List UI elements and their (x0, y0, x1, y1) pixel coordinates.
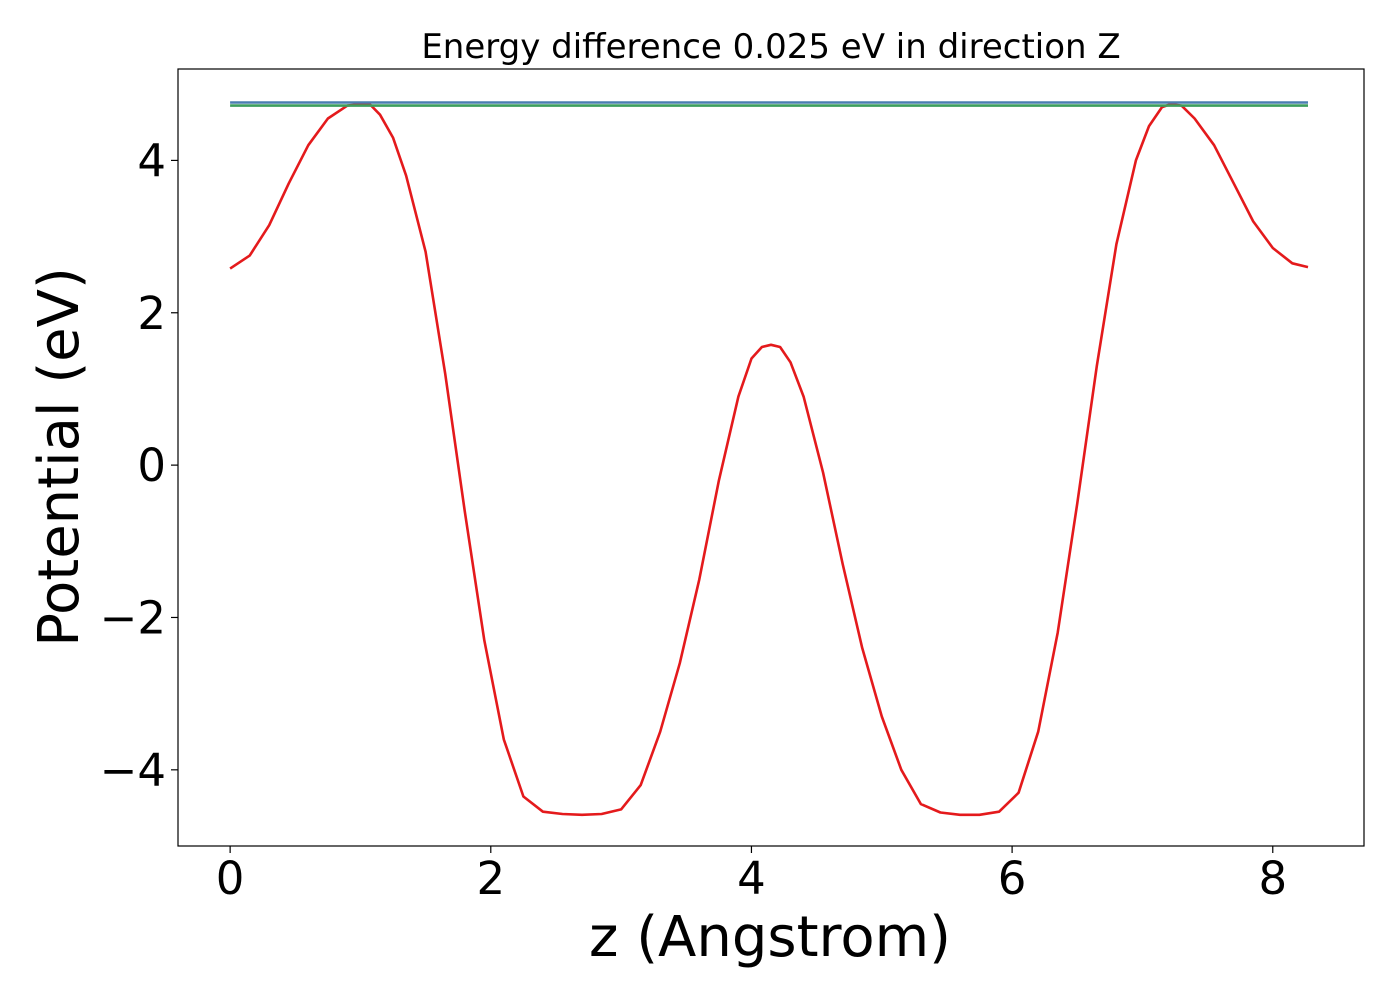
y-axis-ticks: −4 −2 0 2 4 (100, 134, 178, 797)
chart-title: Energy difference 0.025 eV in direction … (421, 27, 1120, 67)
y-tick-label: −2 (100, 591, 166, 644)
y-tick-label: −4 (100, 744, 166, 797)
series-group (229, 101, 1309, 817)
x-axis-ticks: 0 2 4 6 8 (216, 846, 1287, 905)
x-tick-label: 4 (737, 852, 766, 905)
x-tick-label: 6 (998, 852, 1027, 905)
x-axis-label: z (Angstrom) (589, 905, 951, 970)
x-tick-label: 2 (476, 852, 505, 905)
x-tick-label: 0 (216, 852, 245, 905)
x-tick-label: 8 (1258, 852, 1287, 905)
y-tick-label: 4 (137, 134, 166, 187)
y-tick-label: 0 (137, 439, 166, 492)
series-line-0 (229, 102, 1309, 817)
y-axis-label: Potential (eV) (27, 267, 92, 647)
y-tick-label: 2 (137, 287, 166, 340)
axes-frame (177, 68, 1365, 847)
